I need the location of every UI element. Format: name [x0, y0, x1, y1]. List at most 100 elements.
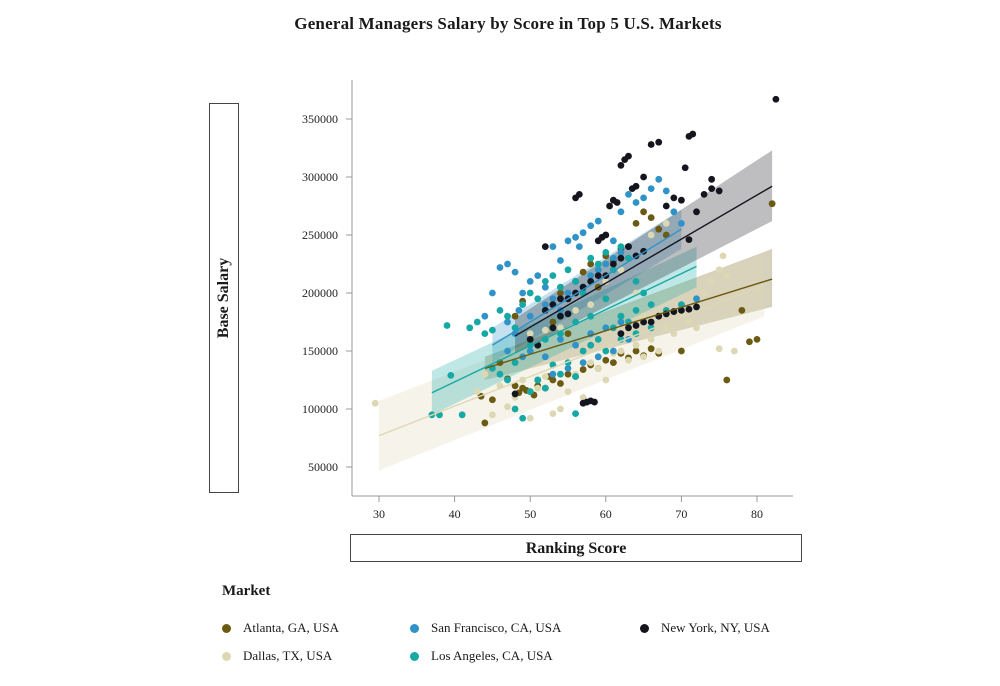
data-point [526, 336, 534, 343]
data-point [489, 289, 496, 297]
data-point [587, 260, 595, 268]
data-point [609, 260, 617, 268]
data-point [768, 200, 776, 208]
data-point [617, 162, 625, 169]
data-point [617, 347, 625, 355]
data-point [496, 307, 504, 314]
data-point [534, 295, 542, 303]
data-point [489, 326, 496, 334]
y-tick-label: 100000 [302, 402, 338, 416]
data-point [534, 272, 542, 279]
legend-swatch [222, 651, 231, 661]
data-point [602, 347, 610, 355]
data-point [511, 382, 519, 390]
data-point [662, 220, 670, 227]
x-tick-label: 50 [524, 507, 536, 521]
data-point [655, 175, 663, 183]
data-point [511, 405, 519, 413]
data-point [549, 295, 557, 303]
data-point [730, 347, 738, 355]
data-point [504, 260, 511, 268]
data-point [564, 370, 572, 378]
data-point [481, 312, 489, 320]
data-point [473, 318, 481, 326]
y-tick-label: 300000 [302, 170, 338, 184]
x-tick-label: 40 [449, 507, 461, 521]
data-point [700, 191, 708, 198]
data-point [447, 371, 455, 379]
data-point [632, 341, 640, 349]
data-point [632, 182, 640, 190]
data-point [549, 272, 557, 279]
data-point [564, 365, 572, 372]
data-point [647, 318, 655, 326]
data-point [693, 208, 700, 216]
data-point [511, 312, 519, 320]
data-point [541, 384, 549, 392]
y-axis-label-box: Base Salary [209, 103, 239, 493]
data-point [719, 252, 727, 260]
data-point [617, 330, 625, 337]
data-point [549, 370, 557, 378]
data-point [602, 356, 610, 364]
data-point [564, 266, 572, 274]
data-point [549, 376, 557, 384]
data-point [557, 324, 564, 332]
trend-lines [378, 185, 773, 437]
data-point [557, 295, 564, 303]
data-point [609, 347, 617, 355]
data-point [564, 330, 572, 337]
data-point [594, 365, 602, 372]
data-point [647, 214, 655, 222]
data-point [708, 175, 716, 183]
data-point [458, 411, 466, 419]
x-tick-label: 70 [675, 507, 687, 521]
data-point [504, 318, 511, 326]
legend-item-atlanta-ga-usa: Atlanta, GA, USA [222, 620, 339, 636]
legend-swatch [410, 651, 419, 661]
legend-label: San Francisco, CA, USA [431, 620, 562, 635]
data-point [534, 376, 542, 384]
data-point [572, 341, 579, 349]
data-point [489, 396, 496, 404]
data-point [640, 173, 647, 181]
data-point [541, 373, 549, 380]
data-point [511, 390, 519, 398]
data-point [526, 347, 534, 355]
data-point [587, 254, 595, 262]
x-axis-label: Ranking Score [350, 534, 802, 562]
ci-band-atlanta-ga-usa [484, 248, 773, 380]
data-point [693, 295, 700, 303]
data-point [557, 370, 564, 378]
data-point [504, 347, 511, 355]
legend-item-dallas-tx-usa: Dallas, TX, USA [222, 648, 332, 664]
data-point [572, 373, 579, 380]
data-point [587, 272, 595, 279]
data-point [678, 307, 685, 314]
data-point [655, 138, 663, 146]
data-point [632, 347, 640, 355]
data-point [772, 95, 780, 103]
data-point [466, 324, 474, 332]
data-point [708, 278, 716, 285]
data-point [549, 243, 557, 251]
data-point [526, 330, 534, 337]
data-point [564, 289, 572, 297]
data-point [579, 366, 587, 373]
data-point [526, 312, 534, 320]
data-point [541, 243, 549, 251]
data-point [587, 341, 595, 349]
data-point [511, 268, 519, 276]
legend-label: Los Angeles, CA, USA [431, 648, 553, 663]
data-point [587, 222, 595, 230]
data-point [519, 289, 527, 297]
legend-item-new-york-ny-usa: New York, NY, USA [640, 620, 770, 636]
data-point [572, 307, 579, 314]
data-point [557, 283, 564, 291]
data-point [609, 254, 617, 262]
legend-swatch [410, 623, 419, 633]
data-point [594, 272, 602, 279]
data-point [371, 399, 379, 407]
data-point [678, 196, 685, 204]
data-point [617, 318, 625, 326]
